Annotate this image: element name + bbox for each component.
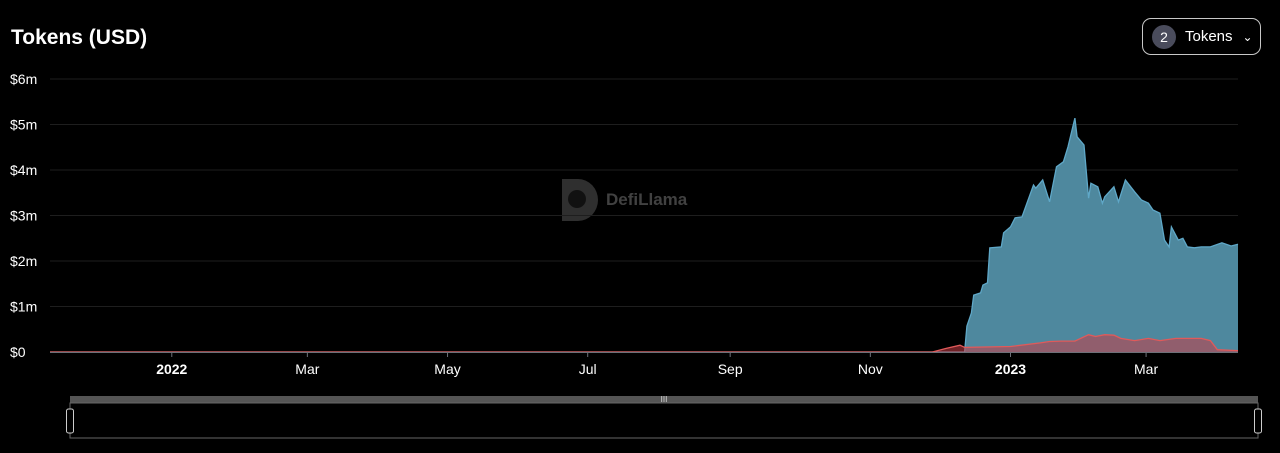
x-tick-label: 2022 [156,361,187,377]
x-tick-label: Jul [579,361,597,377]
y-tick-label: $0 [10,344,26,360]
zoom-slider-left-handle[interactable] [66,408,74,434]
zoom-slider-track[interactable] [69,402,1259,439]
tokens-dropdown-button[interactable]: 2 Tokens ⌄ [1142,18,1261,55]
zoom-slider-bar[interactable] [70,396,1258,403]
x-tick-label: May [434,361,460,377]
defillama-watermark: DefiLlama [560,177,687,223]
zoom-slider-right-handle[interactable] [1254,408,1262,434]
y-tick-label: $2m [10,253,37,269]
x-tick-label: Sep [718,361,743,377]
y-tick-label: $4m [10,162,37,178]
watermark-text: DefiLlama [606,190,688,209]
y-tick-label: $6m [10,71,37,87]
series-1-area [50,118,1238,352]
y-tick-label: $5m [10,117,37,133]
tokens-dropdown-label: Tokens [1185,28,1233,45]
y-tick-label: $3m [10,208,37,224]
x-tick-label: Mar [295,361,319,377]
series-1-line [50,117,1239,353]
y-tick-label: $1m [10,299,37,315]
chart-title: Tokens (USD) [11,26,148,49]
series-2-line [50,334,1239,353]
x-tick-label: 2023 [995,361,1026,377]
x-tick-label: Mar [1134,361,1158,377]
token-count-badge: 2 [1152,24,1176,49]
slider-grip-icon[interactable]: III [661,395,668,404]
chevron-down-icon: ⌄ [1242,29,1253,44]
series-2-area [50,334,1238,352]
defillama-logo-icon [562,179,598,221]
x-tick-label: Nov [858,361,883,377]
